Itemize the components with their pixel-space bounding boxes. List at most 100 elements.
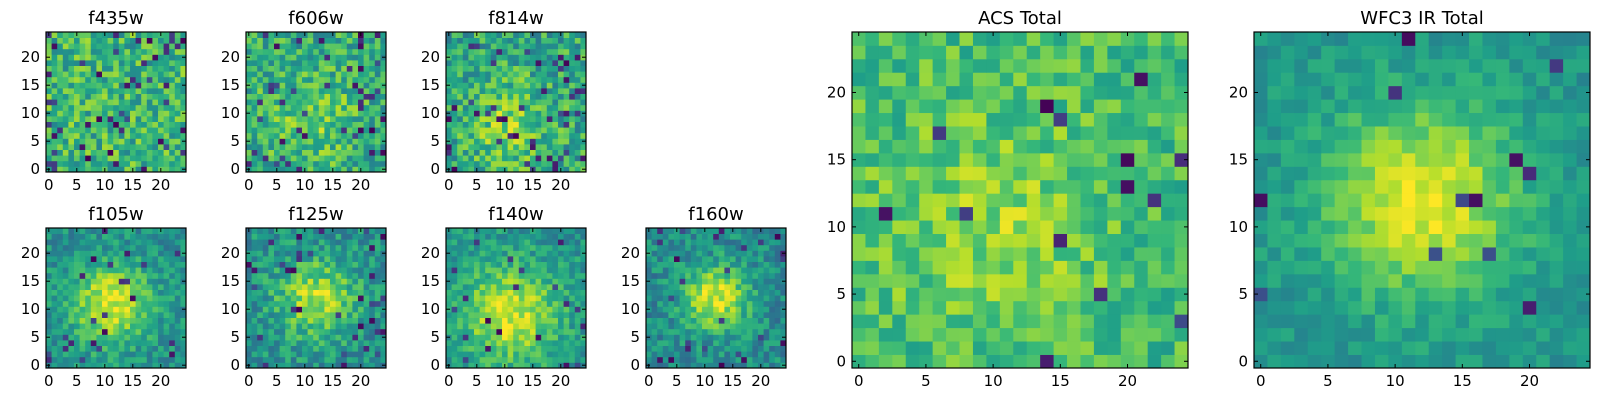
heatmap-cell — [180, 88, 187, 94]
heatmap-cell — [62, 60, 69, 66]
heatmap-cell — [746, 261, 753, 268]
heatmap-cell — [130, 155, 136, 162]
heatmap-cell — [296, 228, 303, 234]
heatmap-cell — [335, 160, 342, 167]
heatmap-cell — [530, 351, 536, 358]
heatmap-cell — [685, 289, 692, 296]
heatmap-cell — [174, 88, 181, 94]
heatmap-cell — [158, 93, 164, 100]
heatmap-cell — [1161, 220, 1175, 234]
heatmap-cell — [135, 306, 142, 313]
heatmap-cell — [135, 323, 142, 330]
heatmap-cell — [892, 273, 907, 288]
heatmap-cell — [262, 104, 269, 111]
heatmap-cell — [296, 239, 303, 246]
heatmap-cell — [490, 244, 497, 251]
heatmap-cell — [74, 93, 80, 100]
heatmap-cell — [474, 323, 480, 330]
heatmap-cell — [496, 317, 503, 324]
heatmap-cell — [79, 60, 86, 66]
heatmap-cell — [507, 144, 514, 150]
heatmap-cell — [57, 71, 64, 78]
heatmap-cell — [74, 256, 80, 262]
heatmap-cell — [124, 60, 131, 66]
heatmap-cell — [513, 37, 520, 44]
heatmap-cell — [251, 110, 258, 117]
heatmap-cell — [468, 127, 475, 134]
heatmap-cell — [330, 250, 336, 257]
heatmap-cell — [107, 272, 114, 279]
heatmap-cell — [307, 166, 314, 173]
heatmap-cell — [524, 166, 531, 173]
heatmap-cell — [113, 228, 120, 234]
heatmap-cell — [496, 306, 503, 313]
heatmap-cell — [780, 289, 787, 296]
heatmap-cell — [530, 48, 536, 55]
heatmap-cell — [513, 334, 520, 341]
heatmap-cell — [518, 149, 525, 156]
heatmap-cell — [262, 54, 269, 61]
heatmap-cell — [685, 244, 692, 251]
heatmap-cell — [130, 267, 136, 274]
heatmap-cell — [268, 104, 275, 111]
heatmap-cell — [546, 334, 553, 341]
heatmap-cell — [707, 295, 714, 302]
heatmap-cell — [546, 356, 553, 363]
heatmap-cell — [496, 328, 503, 335]
heatmap-cell — [146, 356, 153, 363]
heatmap-cell — [479, 144, 486, 150]
heatmap-cell — [1053, 166, 1068, 181]
heatmap-cell — [335, 345, 342, 352]
heatmap-cell — [932, 287, 947, 302]
heatmap-cell — [130, 256, 136, 262]
heatmap-cell — [152, 261, 159, 268]
heatmap-cell — [113, 278, 120, 285]
heatmap-cell — [468, 144, 475, 150]
heatmap-cell — [335, 110, 342, 117]
heatmap-cell — [468, 32, 475, 38]
heatmap-cell — [290, 306, 297, 313]
y-tick-label: 15 — [621, 272, 640, 290]
heatmap-cell — [518, 76, 525, 83]
heatmap-cell — [1013, 273, 1028, 288]
heatmap-cell — [496, 32, 503, 38]
heatmap-cell — [169, 110, 176, 117]
heatmap-cell — [57, 121, 64, 128]
heatmap-cell — [62, 155, 69, 162]
heatmap-cell — [174, 289, 181, 296]
heatmap-cell — [90, 116, 97, 122]
heatmap-cell — [85, 166, 92, 173]
heatmap-cell — [468, 155, 475, 162]
heatmap-cell — [524, 228, 531, 234]
heatmap-cell — [51, 116, 58, 122]
heatmap-cell — [307, 104, 314, 111]
heatmap-cell — [74, 317, 80, 324]
heatmap-cell — [180, 121, 187, 128]
heatmap-cell — [905, 166, 920, 181]
heatmap-cell — [307, 345, 314, 352]
heatmap-cell — [707, 362, 714, 369]
heatmap-cell — [718, 340, 725, 346]
heatmap-cell — [707, 351, 714, 358]
heatmap-cell — [268, 121, 275, 128]
heatmap-cell — [668, 278, 675, 285]
heatmap-cell — [107, 306, 114, 313]
heatmap-cell — [313, 48, 320, 55]
heatmap-cell — [335, 289, 342, 296]
heatmap-cell — [358, 155, 364, 162]
heatmap-cell — [479, 110, 486, 117]
heatmap-cell — [113, 37, 120, 44]
heatmap-cell — [462, 54, 469, 61]
heatmap-cell — [141, 312, 148, 318]
heatmap-cell — [535, 104, 542, 111]
heatmap-cell — [763, 250, 770, 257]
heatmap-cell — [346, 284, 353, 290]
heatmap-cell — [113, 127, 120, 134]
heatmap-cell — [580, 71, 587, 78]
heatmap-cell — [462, 99, 469, 106]
heatmap-cell — [279, 99, 286, 106]
heatmap-cell — [330, 82, 336, 89]
heatmap-cell — [668, 323, 675, 330]
heatmap-cell — [268, 334, 275, 341]
heatmap-cell — [852, 354, 866, 369]
